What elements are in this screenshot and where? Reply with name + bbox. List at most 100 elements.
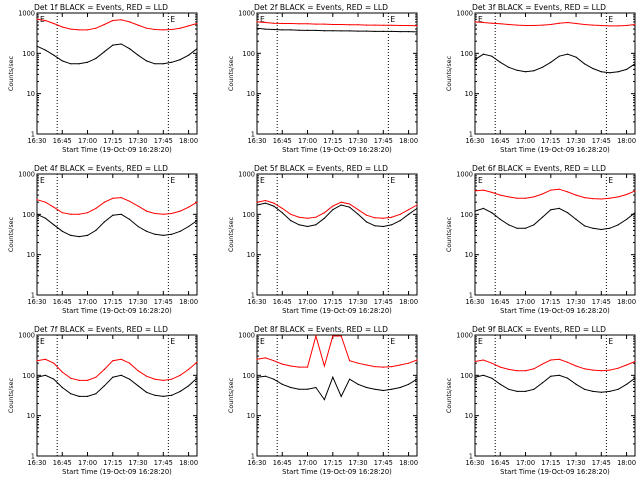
events-data-point (349, 30, 351, 32)
y-tick-label: 1000 (18, 171, 35, 179)
events-data-point (256, 204, 258, 206)
lld-data-point (609, 197, 611, 199)
y-tick-label: 100 (22, 50, 35, 58)
e-marker: E (170, 176, 175, 185)
lld-data-point (78, 29, 80, 31)
y-tick-label: 10 (247, 251, 255, 259)
x-tick-label: 16:30 (247, 137, 266, 145)
chart-title: Det 2f BLACK = Events, RED = LLD (254, 3, 388, 12)
lld-data-point (264, 199, 266, 202)
x-tick-label: 17:45 (374, 298, 393, 306)
e-marker: E (260, 337, 265, 346)
lld-data-point (256, 358, 258, 360)
lld-series-line (474, 358, 636, 372)
lld-data-point (95, 27, 97, 29)
plot-frame (36, 334, 198, 457)
y-tick-label: 1 (31, 292, 35, 300)
x-tick-label: 17:15 (323, 459, 342, 467)
e-marker: E (390, 337, 395, 346)
lld-data-point (567, 21, 569, 24)
events-data-point (634, 377, 636, 379)
events-data-point (95, 393, 97, 395)
lld-data-point (264, 21, 266, 24)
lld-data-point (391, 366, 393, 368)
lld-data-point (416, 359, 418, 361)
events-series-line (36, 213, 198, 238)
events-data-point (626, 383, 628, 385)
y-tick-label: 1000 (238, 171, 255, 179)
lld-data-point (391, 216, 393, 218)
lld-data-point (508, 368, 510, 370)
lld-data-point (298, 366, 300, 368)
e-marker: E (40, 15, 45, 24)
lld-data-point (129, 362, 131, 364)
events-data-point (298, 29, 300, 31)
lld-data-point (558, 188, 560, 190)
y-tick-label: 1 (251, 453, 255, 461)
events-series-line (256, 27, 418, 33)
x-tick-label: 18:00 (179, 298, 198, 306)
x-tick-label: 17:00 (78, 459, 97, 467)
events-data-point (36, 45, 38, 47)
lld-data-point (382, 366, 384, 368)
x-tick-label: 18:00 (179, 137, 198, 145)
events-data-point (179, 59, 181, 61)
events-data-point (315, 224, 317, 226)
lld-data-point (137, 24, 139, 26)
plot-frame (474, 12, 636, 135)
e-marker: E (40, 337, 45, 346)
x-tick-label: 17:15 (323, 298, 342, 306)
lld-data-point (391, 24, 393, 26)
lld-data-point (609, 369, 611, 371)
lld-data-point (323, 23, 325, 25)
events-data-point (145, 60, 148, 62)
lld-data-point (499, 366, 501, 368)
x-tick-label: 16:45 (273, 298, 292, 306)
lld-data-point (524, 370, 527, 372)
events-data-point (408, 31, 410, 33)
lld-data-point (44, 19, 47, 22)
events-data-point (103, 385, 105, 387)
events-data-point (349, 206, 351, 208)
lld-data-point (357, 362, 359, 364)
y-axis-label: Counts/sec (227, 216, 235, 252)
lld-data-point (499, 23, 501, 25)
lld-data-point (70, 377, 72, 379)
e-marker: E (608, 15, 613, 24)
events-data-point (120, 43, 122, 45)
lld-data-point (399, 213, 401, 215)
events-data-point (256, 376, 258, 378)
events-data-point (533, 224, 535, 226)
events-data-point (416, 207, 418, 209)
y-tick-label: 10 (465, 251, 473, 259)
x-tick-label: 17:00 (298, 298, 317, 306)
y-tick-label: 1 (469, 453, 473, 461)
events-data-point (315, 29, 317, 31)
lld-data-point (290, 365, 292, 367)
events-data-point (382, 389, 384, 392)
lld-data-point (374, 366, 376, 368)
events-data-point (382, 225, 384, 228)
x-tick-label: 16:30 (465, 459, 484, 467)
x-tick-label: 17:15 (103, 298, 122, 306)
x-tick-label: 17:30 (129, 298, 148, 306)
events-data-point (78, 63, 80, 65)
lld-data-point (145, 27, 148, 29)
events-data-point (129, 48, 131, 50)
lld-data-point (349, 24, 351, 26)
events-data-point (188, 385, 190, 387)
events-data-point (583, 63, 586, 65)
events-data-point (592, 67, 594, 70)
events-data-point (474, 59, 476, 61)
events-data-point (86, 234, 89, 236)
x-tick-label: 17:45 (154, 298, 173, 306)
e-marker: E (390, 176, 395, 185)
x-tick-label: 17:45 (592, 298, 611, 306)
x-axis-label: Start Time (19-Oct-09 16:28:20) (282, 146, 392, 154)
events-data-point (290, 386, 292, 389)
lld-data-point (374, 24, 376, 26)
events-data-point (162, 234, 164, 236)
